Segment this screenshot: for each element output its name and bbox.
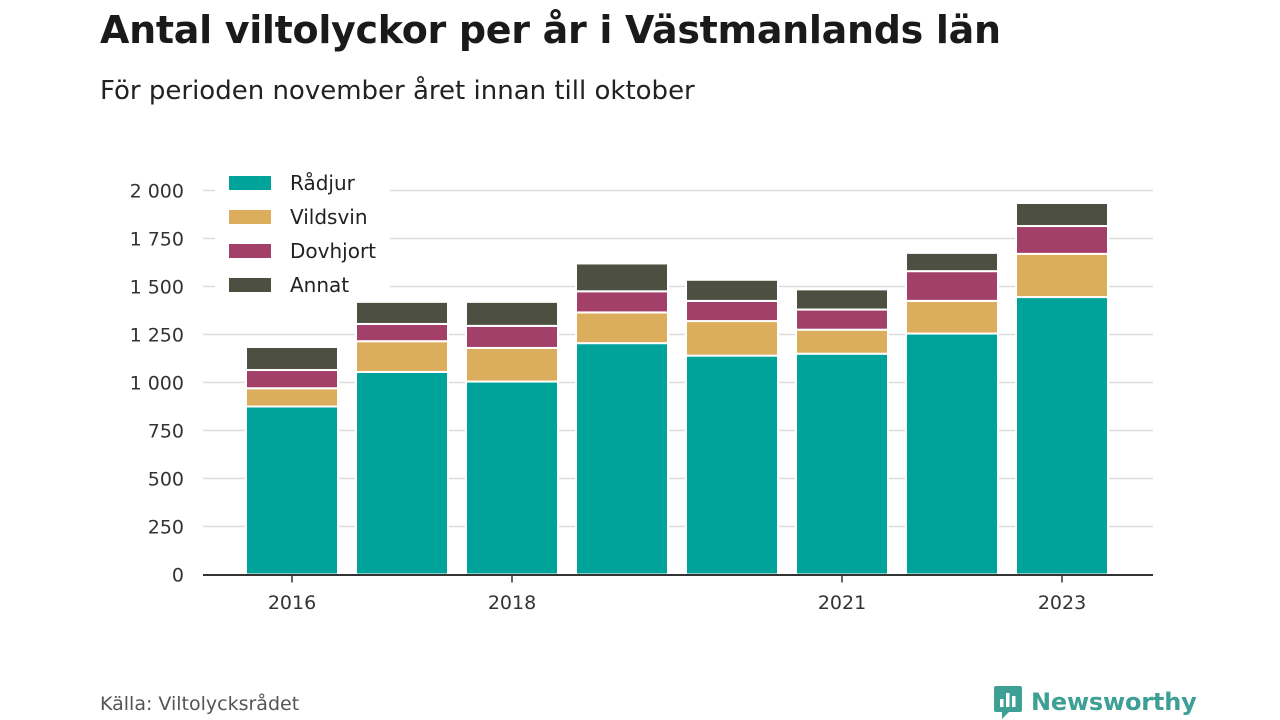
- legend-swatch-annat: [229, 278, 271, 292]
- legend-background: [215, 162, 390, 302]
- bar-segment-2021-annat: [795, 288, 889, 311]
- y-tick-label: 1 250: [130, 325, 184, 347]
- bar-segment-2018-annat: [465, 300, 559, 327]
- x-axis-ticks: 2016 2018 2021 2023: [268, 574, 1086, 614]
- x-tick-label: 2021: [818, 592, 866, 614]
- bar-segment-2021-dovhjort: [795, 308, 889, 331]
- y-tick-label: 250: [148, 517, 184, 539]
- bar-segment-2017-rådjur: [355, 370, 449, 576]
- bar-segment-2021-vildsvin: [795, 328, 889, 355]
- bar-segment-2022-dovhjort: [905, 270, 999, 302]
- y-tick-label: 1 000: [130, 373, 184, 395]
- y-tick-label: 1 500: [130, 277, 184, 299]
- bar-segment-2020-annat: [685, 278, 779, 302]
- y-tick-label: 2 000: [130, 181, 184, 203]
- legend-swatch-rådjur: [229, 176, 271, 190]
- chart-title: Antal viltolyckor per år i Västmanlands …: [100, 8, 1001, 52]
- bar-segment-2018-rådjur: [465, 380, 559, 576]
- x-tick-label: 2018: [488, 592, 536, 614]
- bar-segment-2017-dovhjort: [355, 322, 449, 343]
- bar-segment-2016-annat: [245, 345, 339, 372]
- bars: [245, 201, 1109, 576]
- bar-segment-2019-rådjur: [575, 342, 669, 576]
- bar-segment-2023-annat: [1015, 201, 1109, 228]
- bar-segment-2019-dovhjort: [575, 290, 669, 314]
- x-tick-label: 2023: [1038, 592, 1086, 614]
- source-note: Källa: Viltolycksrådet: [100, 693, 300, 715]
- bar-segment-2023-dovhjort: [1015, 225, 1109, 255]
- chart-subtitle: För perioden november året innan till ok…: [100, 76, 695, 106]
- y-tick-label: 750: [148, 421, 184, 443]
- legend-label-annat: Annat: [290, 273, 349, 297]
- bar-segment-2023-vildsvin: [1015, 252, 1109, 299]
- bar-segment-2022-annat: [905, 251, 999, 273]
- legend-label-dovhjort: Dovhjort: [290, 239, 376, 263]
- bar-segment-2023-rådjur: [1015, 296, 1109, 576]
- brand-name: Newsworthy: [1031, 688, 1197, 716]
- bar-segment-2022-rådjur: [905, 332, 999, 576]
- y-tick-label: 0: [172, 565, 184, 587]
- bar-segment-2019-vildsvin: [575, 311, 669, 345]
- bar-segment-2020-rådjur: [685, 354, 779, 576]
- x-tick-label: 2016: [268, 592, 316, 614]
- legend-swatch-dovhjort: [229, 244, 271, 258]
- bar-segment-2018-vildsvin: [465, 346, 559, 383]
- bar-segment-2022-vildsvin: [905, 299, 999, 335]
- brand-logo: Newsworthy: [993, 684, 1197, 720]
- bar-segment-2017-vildsvin: [355, 340, 449, 373]
- bar-segment-2020-dovhjort: [685, 299, 779, 323]
- bar-segment-2021-rådjur: [795, 352, 889, 576]
- legend-label-vildsvin: Vildsvin: [290, 205, 368, 229]
- stacked-bar-chart: 0 250 500 750 1 000 1 250 1 500 1 750 2 000 2016…: [129, 162, 1153, 614]
- bar-segment-2016-dovhjort: [245, 369, 339, 390]
- legend: Rådjur Vildsvin Dovhjort Annat: [215, 162, 390, 302]
- legend-label-rådjur: Rådjur: [290, 171, 356, 195]
- bar-segment-2020-vildsvin: [685, 320, 779, 357]
- y-tick-label: 1 750: [130, 229, 184, 251]
- bar-segment-2016-vildsvin: [245, 387, 339, 408]
- bar-segment-2017-annat: [355, 300, 449, 325]
- y-axis-ticks: 0 250 500 750 1 000 1 250 1 500 1 750 2 000: [130, 181, 184, 587]
- legend-swatch-vildsvin: [229, 210, 271, 224]
- newsworthy-logo-icon: [994, 686, 1022, 719]
- y-tick-label: 500: [148, 469, 184, 491]
- bar-segment-2018-dovhjort: [465, 324, 559, 349]
- bar-segment-2016-rådjur: [245, 405, 339, 576]
- bar-segment-2019-annat: [575, 262, 669, 293]
